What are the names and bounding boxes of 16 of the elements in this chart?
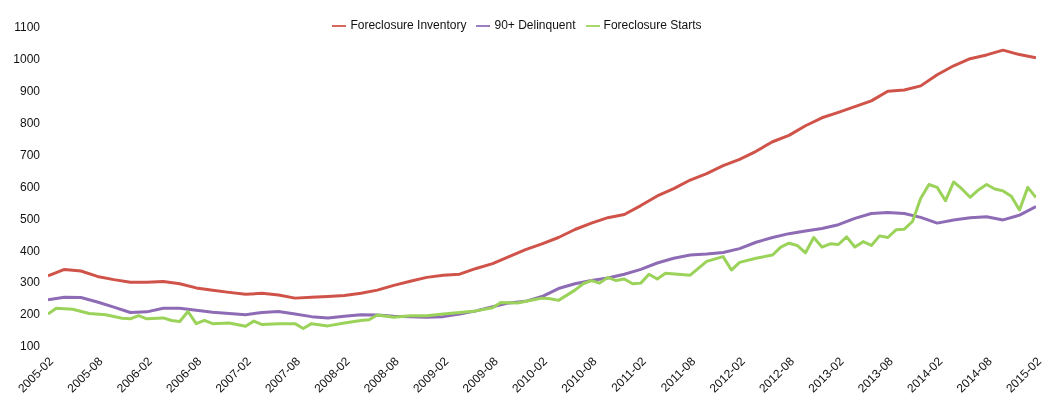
y-tick-label: 100 <box>19 339 41 354</box>
y-tick-label: 700 <box>19 147 41 162</box>
y-tick-label: 800 <box>19 115 41 130</box>
y-tick-label: 200 <box>19 307 41 322</box>
y-tick-label: 900 <box>19 83 41 98</box>
y-tick-label: 300 <box>19 275 41 290</box>
line-series <box>48 180 1036 330</box>
y-tick-label: 500 <box>19 211 41 226</box>
y-tick-label: 1000 <box>13 52 41 67</box>
legend-label: 90+ Delinquent <box>494 18 576 32</box>
y-tick-label: 600 <box>19 179 41 194</box>
legend-label: Foreclosure Inventory <box>350 18 467 32</box>
y-tick-label: 400 <box>19 243 41 258</box>
line-series <box>48 48 1036 300</box>
legend-label: Foreclosure Starts <box>603 18 702 32</box>
y-tick-label: 1100 <box>14 20 41 35</box>
